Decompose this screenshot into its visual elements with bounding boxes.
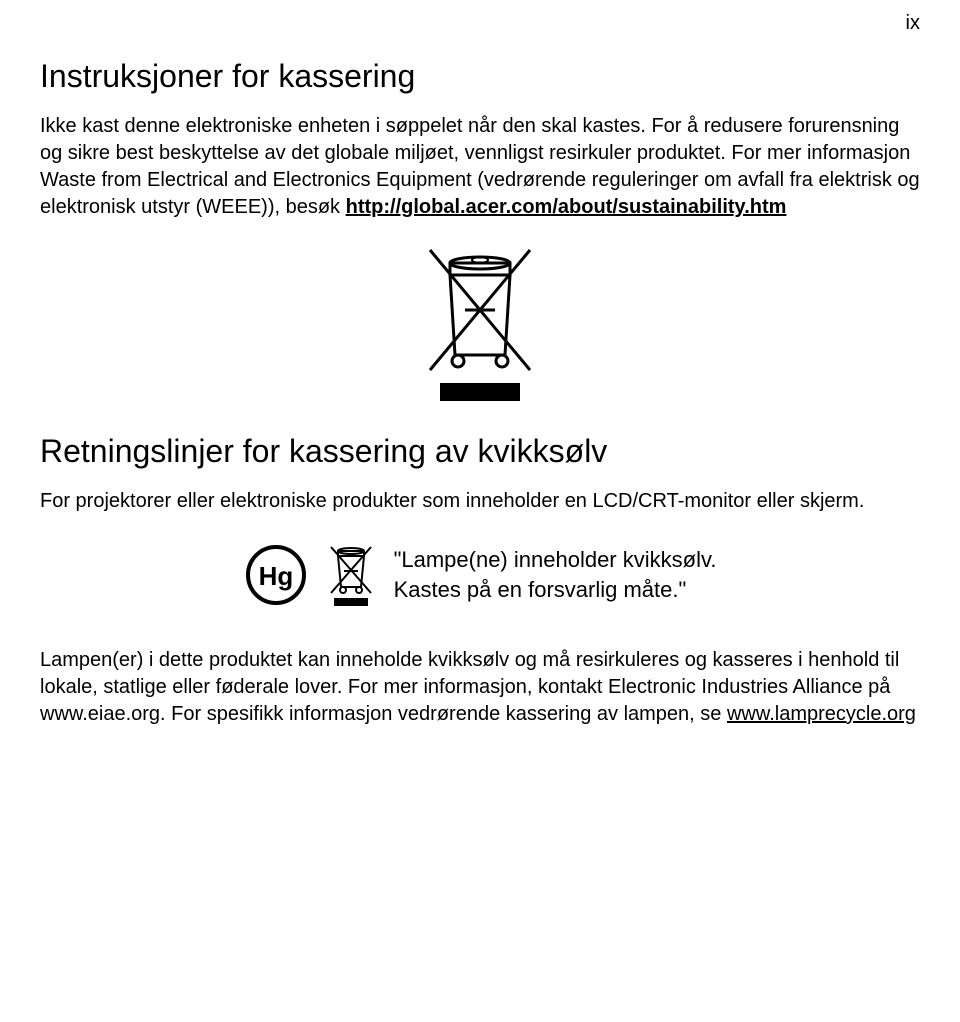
section2-heading: Retningslinjer for kassering av kvikksøl… [40, 433, 920, 470]
section2-paragraph1: For projektorer eller elektroniske produ… [40, 488, 920, 515]
hg-warning-row: Hg "Lampe(ne) inneholder kvikksølv. Kast… [40, 543, 920, 607]
hg-circle-icon: Hg [244, 543, 308, 607]
section2-paragraph2: Lampen(er) i dette produktet kan innehol… [40, 647, 920, 728]
hg-label: Hg [258, 561, 293, 591]
weee-bin-icon [410, 235, 550, 405]
page-number: ix [906, 12, 920, 35]
weee-icon-container [40, 235, 920, 405]
section1-link[interactable]: http://global.acer.com/about/sustainabil… [346, 196, 787, 218]
weee-bin-small-icon [326, 543, 376, 607]
hg-warning-text: "Lampe(ne) inneholder kvikksølv. Kastes … [394, 545, 717, 604]
hg-text-line2: Kastes på en forsvarlig måte." [394, 575, 717, 605]
hg-text-line1: "Lampe(ne) inneholder kvikksølv. [394, 545, 717, 575]
section1-heading: Instruksjoner for kassering [40, 58, 920, 95]
section2-link[interactable]: www.lamprecycle.org [727, 703, 916, 725]
section1-paragraph: Ikke kast denne elektroniske enheten i s… [40, 113, 920, 221]
